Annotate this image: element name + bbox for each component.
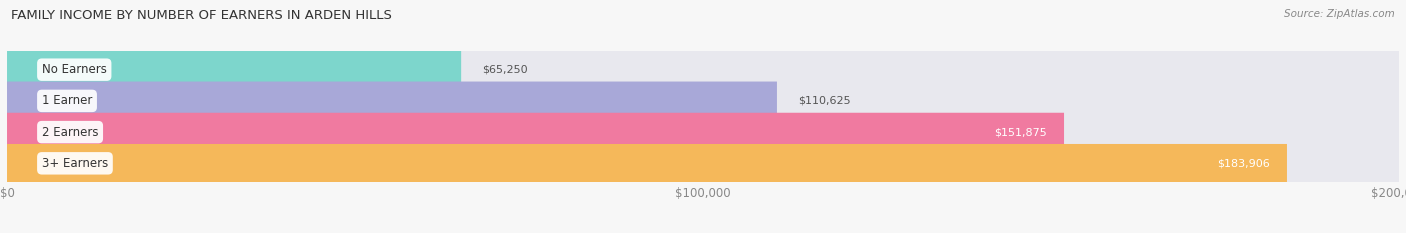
FancyBboxPatch shape xyxy=(7,82,1399,120)
Text: Source: ZipAtlas.com: Source: ZipAtlas.com xyxy=(1284,9,1395,19)
FancyBboxPatch shape xyxy=(7,50,1399,89)
FancyBboxPatch shape xyxy=(7,50,461,89)
Text: $183,906: $183,906 xyxy=(1216,158,1270,168)
Text: $110,625: $110,625 xyxy=(797,96,851,106)
FancyBboxPatch shape xyxy=(7,144,1286,183)
FancyBboxPatch shape xyxy=(7,113,1064,151)
Text: 3+ Earners: 3+ Earners xyxy=(42,157,108,170)
Text: $65,250: $65,250 xyxy=(482,65,527,75)
Text: 2 Earners: 2 Earners xyxy=(42,126,98,139)
Text: No Earners: No Earners xyxy=(42,63,107,76)
FancyBboxPatch shape xyxy=(7,82,778,120)
Text: 1 Earner: 1 Earner xyxy=(42,94,93,107)
Text: FAMILY INCOME BY NUMBER OF EARNERS IN ARDEN HILLS: FAMILY INCOME BY NUMBER OF EARNERS IN AR… xyxy=(11,9,392,22)
FancyBboxPatch shape xyxy=(7,144,1399,183)
FancyBboxPatch shape xyxy=(7,113,1399,151)
Text: $151,875: $151,875 xyxy=(994,127,1046,137)
